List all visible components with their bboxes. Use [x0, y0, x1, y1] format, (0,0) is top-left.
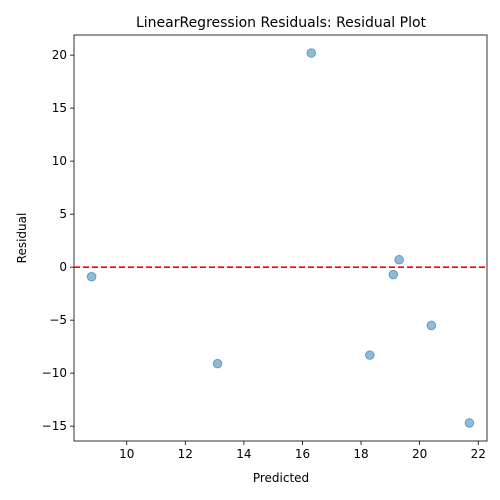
y-tick-label: −15	[42, 419, 67, 433]
residual-point	[388, 269, 399, 280]
x-tick-label: 14	[236, 447, 251, 461]
residual-points	[86, 48, 475, 428]
y-tick-label: 0	[59, 260, 67, 274]
y-tick-label: −10	[42, 366, 67, 380]
x-tick-label: 16	[295, 447, 310, 461]
y-tick-label: 15	[52, 101, 67, 115]
x-tick-label: 22	[471, 447, 486, 461]
residual-point	[306, 48, 317, 58]
residual-point	[426, 320, 437, 331]
residual-point	[394, 254, 404, 265]
plot-frame	[73, 34, 488, 442]
residual-point	[212, 358, 223, 369]
residual-point	[86, 271, 97, 282]
y-tick-label: 20	[52, 48, 67, 62]
y-tick-label: 10	[52, 154, 67, 168]
x-axis-ticks: 10 12 14 16 18 20 22	[119, 441, 486, 461]
residual-point	[464, 418, 475, 428]
x-tick-label: 20	[412, 447, 427, 461]
y-axis-label: Residual	[15, 213, 29, 264]
x-axis-label: Predicted	[253, 471, 309, 485]
x-tick-label: 12	[178, 447, 193, 461]
y-axis-ticks: −15 −10 −5 0 5 10 15 20	[42, 48, 74, 433]
y-tick-label: −5	[49, 313, 67, 327]
x-tick-label: 18	[353, 447, 368, 461]
chart-title: LinearRegression Residuals: Residual Plo…	[136, 15, 427, 31]
y-tick-label: 5	[59, 207, 67, 221]
x-tick-label: 10	[119, 447, 134, 461]
residual-point	[365, 350, 375, 360]
